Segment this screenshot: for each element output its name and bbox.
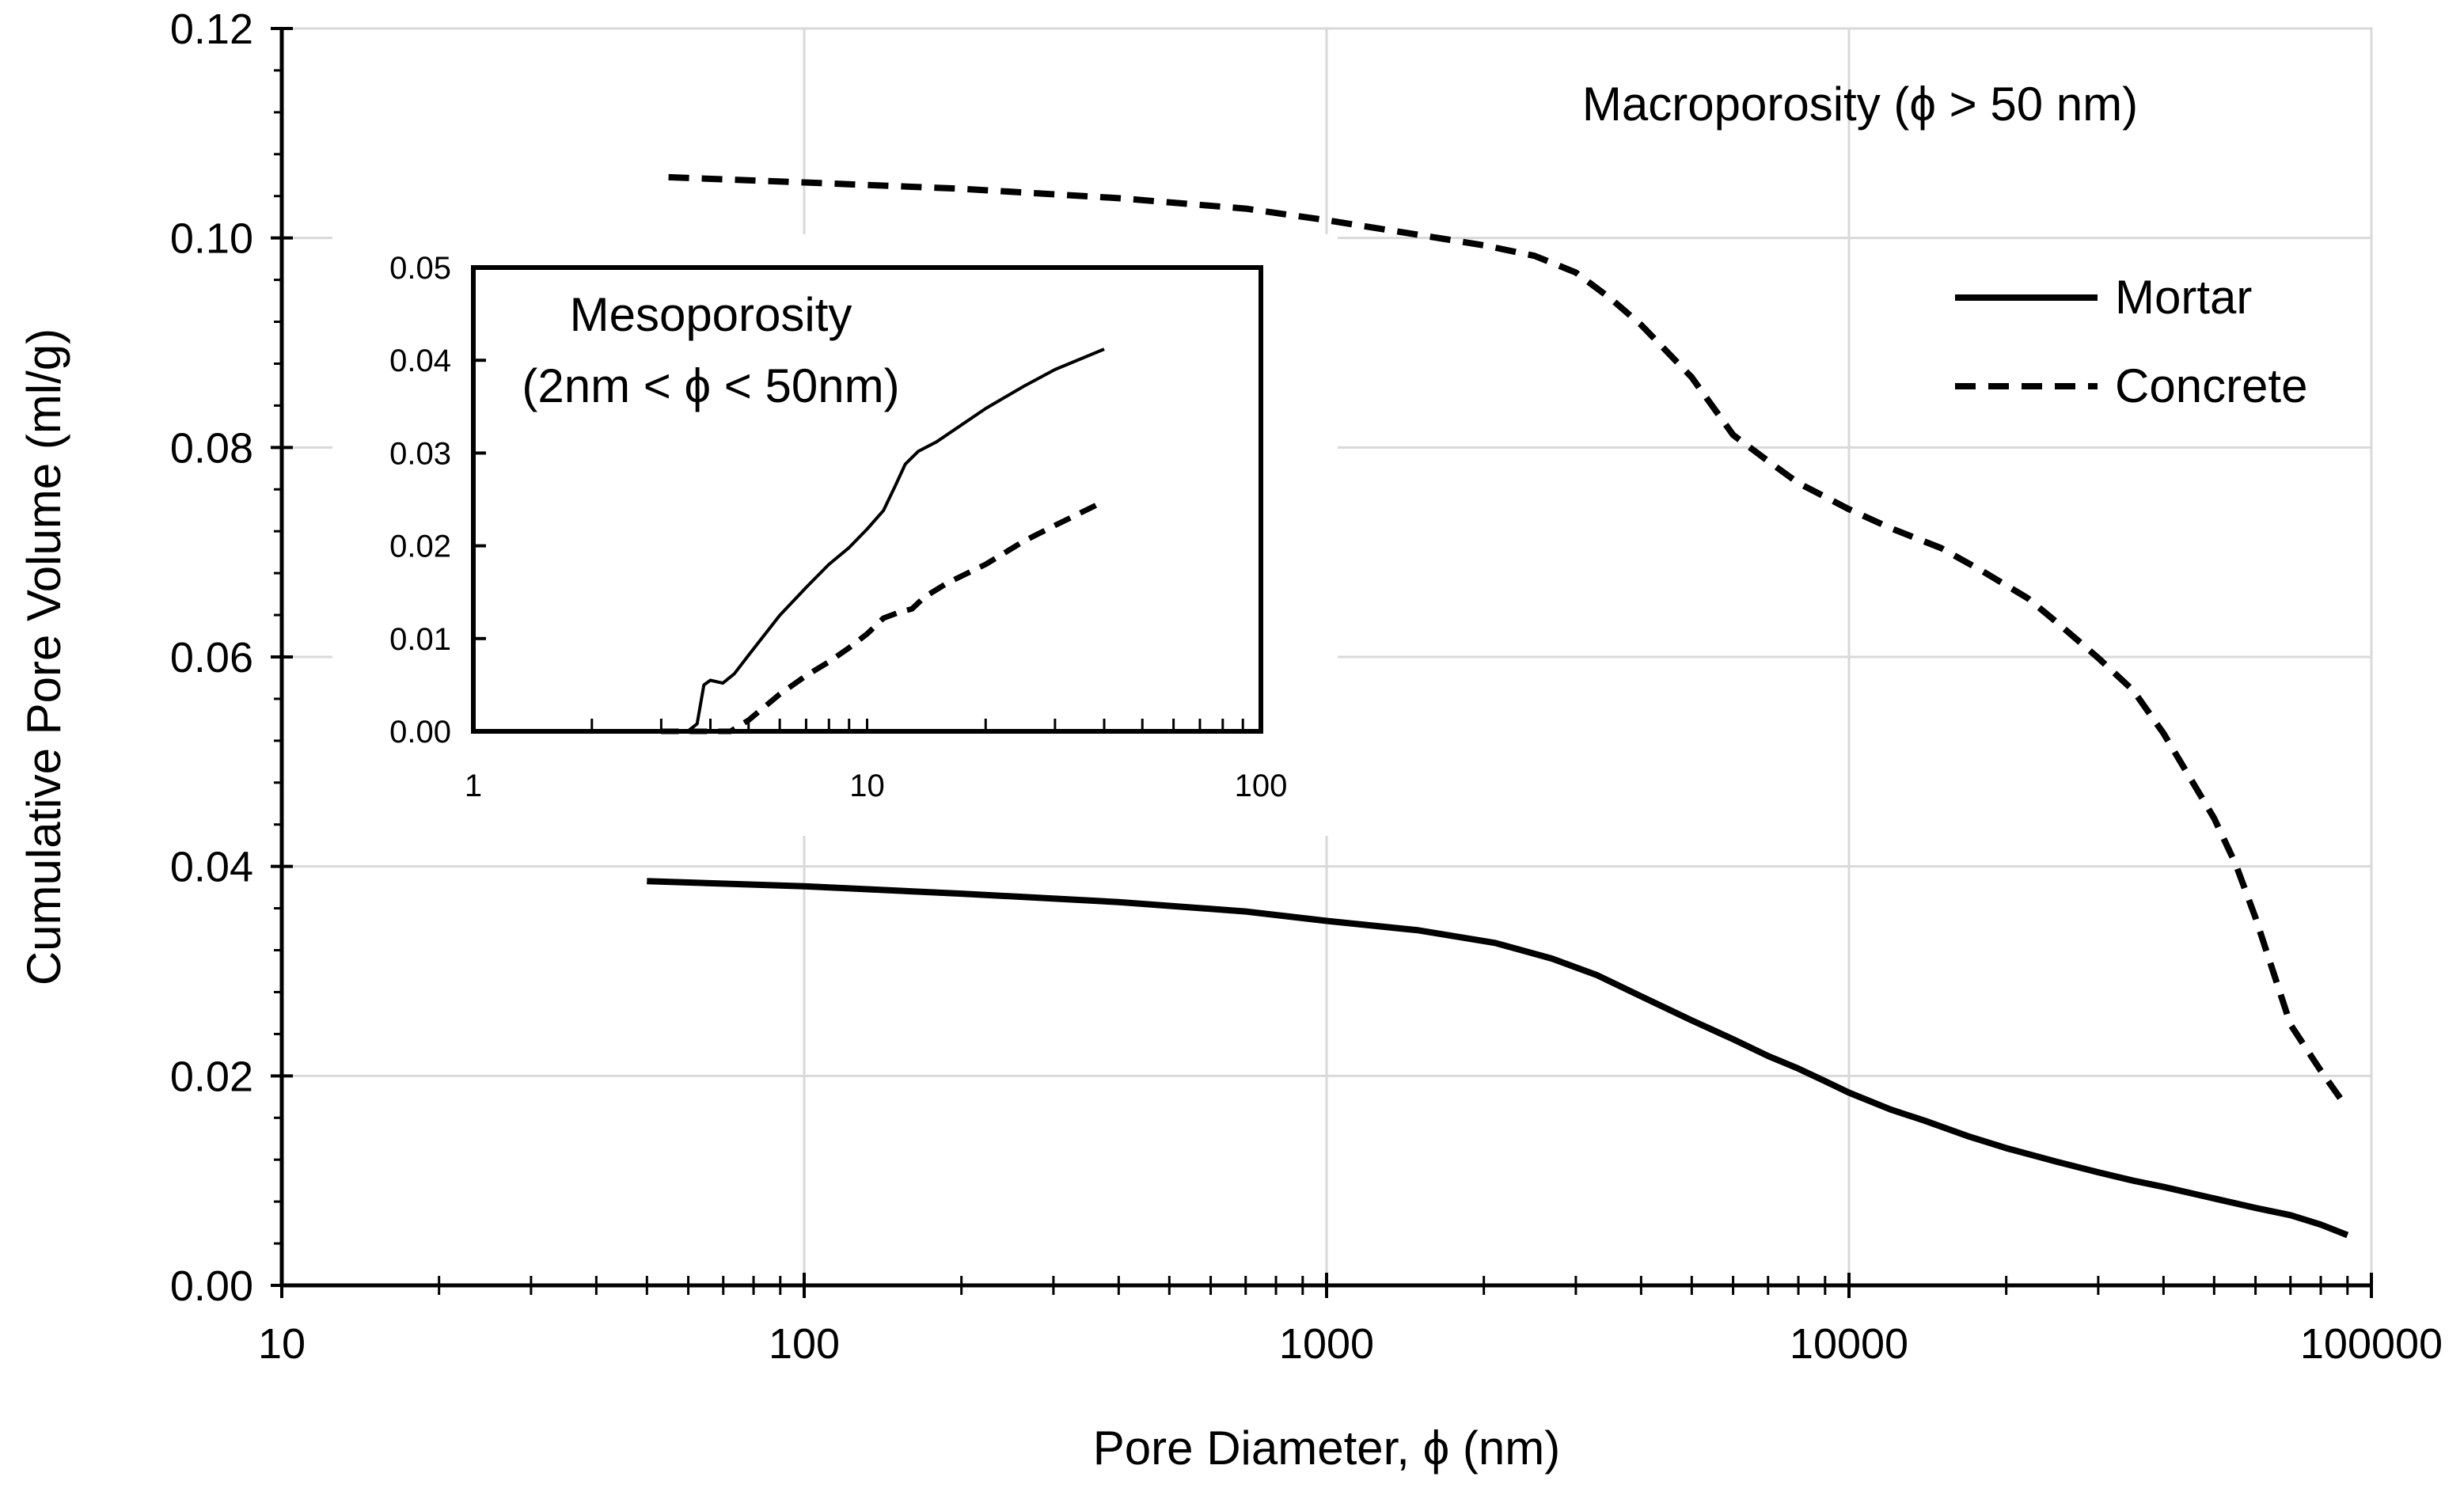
inset-y-tick-label: 0.04: [389, 344, 451, 378]
main-x-tick-label: 10000: [1790, 1320, 1908, 1368]
inset-series-concrete-line: [661, 499, 1106, 735]
main-tick-marks: [271, 27, 2373, 1298]
inset-x-tick-label: 1: [465, 769, 482, 803]
main-y-tick-label: 0.06: [170, 634, 253, 681]
inset-series: [661, 347, 1106, 735]
legend: Mortar Concrete: [1955, 271, 2307, 412]
main-y-tick-label: 0.12: [170, 6, 253, 53]
legend-concrete-label: Concrete: [2115, 359, 2307, 412]
inset-plot-frame: [471, 265, 1263, 734]
main-series-mortar-line: [647, 878, 2349, 1239]
main-y-tick-label: 0.04: [170, 844, 253, 891]
inset-y-tick-label: 0.02: [389, 530, 451, 564]
main-y-tick-label: 0.02: [170, 1053, 253, 1100]
y-axis-title: Cumulative Pore Volume (ml/g): [17, 328, 70, 985]
inset-x-tick-label: 10: [849, 769, 885, 803]
inset-tick-labels: 0.00 0.01 0.02 0.03 0.04 0.05 1 10 100: [389, 251, 1287, 803]
main-x-tick-label: 100: [769, 1320, 840, 1368]
main-x-tick-label: 1000: [1279, 1320, 1374, 1368]
main-x-tick-label: 10: [258, 1320, 306, 1368]
main-y-tick-label: 0.10: [170, 215, 253, 263]
inset-series-mortar-line: [661, 347, 1105, 733]
inset-y-tick-label: 0.03: [389, 436, 451, 471]
x-axis-title: Pore Diameter, ϕ (nm): [1093, 1422, 1560, 1475]
inset-chart: 0.00 0.01 0.02 0.03 0.04 0.05 1 10 100 Mesoporos…: [332, 234, 1338, 836]
inset-y-tick-label: 0.01: [389, 622, 451, 657]
main-y-tick-label: 0.08: [170, 424, 253, 472]
main-series: [647, 173, 2351, 1239]
inset-x-tick-label: 100: [1235, 769, 1288, 803]
inset-y-tick-label: 0.00: [389, 715, 451, 750]
inset-background: [332, 234, 1338, 836]
legend-mortar-label: Mortar: [2115, 271, 2252, 324]
macroporosity-annotation: Macroporosity (ϕ > 50 nm): [1582, 78, 2138, 131]
inset-y-tick-label: 0.05: [389, 251, 451, 286]
mesoporosity-annotation-line1: Mesoporosity: [570, 288, 852, 341]
main-series-concrete-line: [668, 173, 2351, 1110]
mesoporosity-annotation-line2: (2nm < ϕ < 50nm): [522, 359, 899, 412]
main-y-tick-label: 0.00: [170, 1262, 253, 1310]
main-x-tick-label: 100000: [2300, 1320, 2443, 1368]
